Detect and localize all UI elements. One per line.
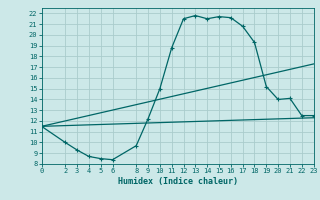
X-axis label: Humidex (Indice chaleur): Humidex (Indice chaleur)	[118, 177, 237, 186]
